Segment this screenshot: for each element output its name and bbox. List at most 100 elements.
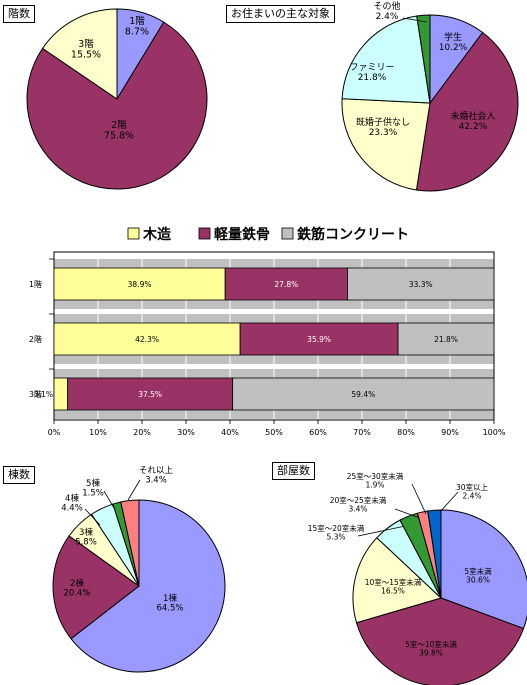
stacked-xtick-label-10: 100% — [483, 428, 506, 437]
stacked-xtick-label-0: 0% — [48, 428, 61, 437]
rooms-pie-slice-1 — [355, 597, 525, 685]
buildings-pie-slice-5 — [120, 499, 140, 587]
residents-pie-slice-1 — [415, 31, 519, 192]
floors-pie-label-0: 1階 — [129, 16, 145, 27]
buildings-pie-value-0: 64.5% — [156, 604, 183, 614]
stacked-bar-label-0-2: 33.3% — [409, 280, 433, 289]
stacked-bar-1-2 — [397, 322, 495, 356]
buildings-pie-leader-line-4 — [103, 490, 115, 509]
stacked-bar-2-0 — [53, 377, 69, 411]
residents-pie-slice-3 — [341, 15, 431, 104]
stacked-bar-label-0-0: 38.9% — [128, 280, 152, 289]
rooms-pie-leader-line-4 — [394, 508, 421, 519]
rooms-pie-value-3: 5.3% — [326, 533, 345, 542]
rooms-pie-leader-line-3 — [357, 524, 411, 537]
rooms-pie-value-1: 39.8% — [419, 649, 443, 658]
rooms-pie-value-5: 1.9% — [365, 481, 384, 490]
floors-chart-title: 階数 — [3, 5, 35, 23]
stacked-xtick-label-7: 70% — [353, 428, 371, 437]
stacked-bar-label-2-1: 37.5% — [138, 390, 162, 399]
buildings-pie-value-5: 3.4% — [145, 476, 167, 486]
stacked-bar-0-1 — [224, 267, 348, 301]
residents-pie-leader-line-4 — [402, 17, 428, 23]
residents-pie-label-2: 既婚子供なし — [356, 116, 410, 128]
floors-pie-value-1: 75.8% — [104, 131, 134, 142]
stacked-bar-label-2-2: 59.4% — [351, 390, 375, 399]
buildings-pie-slice-1 — [52, 535, 140, 640]
stacked-xtick-label-9: 90% — [441, 428, 459, 437]
residents-pie-value-4: 2.4% — [376, 12, 399, 22]
buildings-pie-label-2: 3棟 — [79, 527, 93, 538]
buildings-pie-value-4: 1.5% — [82, 489, 104, 499]
residents-pie-value-0: 10.2% — [439, 43, 468, 53]
buildings-pie-value-2: 5.8% — [75, 538, 97, 548]
floors-pie-label-1: 2階 — [111, 120, 127, 131]
stacked-legend-label-0: 木造 — [142, 226, 171, 243]
floors-pie-slice-2 — [41, 8, 118, 100]
buildings-pie-label-0: 1棟 — [163, 593, 177, 604]
rooms-pie-value-0: 30.6% — [466, 576, 490, 585]
buildings-pie-value-3: 4.4% — [61, 504, 83, 514]
residents-pie-value-3: 21.8% — [358, 73, 387, 83]
buildings-chart-title: 棟数 — [3, 466, 35, 484]
residents-pie-label-4: その他 — [373, 0, 400, 12]
rooms-pie-slice-0 — [440, 509, 527, 630]
rooms-pie-label-5: 25室～30室未満 — [347, 471, 404, 481]
rooms-pie-leader-line-5 — [411, 483, 427, 515]
residents-pie-value-1: 42.2% — [459, 122, 488, 132]
stacked-bar-label-0-1: 27.8% — [274, 280, 298, 289]
stacked-bar-1-0 — [53, 322, 241, 356]
rooms-pie-leader-line-6 — [439, 491, 459, 513]
stacked-legend-swatch-2 — [281, 227, 294, 240]
stacked-xtick-label-2: 20% — [133, 428, 151, 437]
residents-pie-slice-4 — [416, 14, 431, 104]
stacked-bar-2-1 — [67, 377, 234, 411]
stacked-xtick-label-5: 50% — [265, 428, 283, 437]
stacked-legend-label-1: 軽量鉄骨 — [214, 226, 270, 243]
floors-pie-value-0: 8.7% — [125, 27, 149, 38]
residents-pie-value-2: 23.3% — [369, 128, 398, 138]
stacked-legend-label-2: 鉄筋コンクリート — [297, 226, 409, 243]
stacked-xtick-label-6: 60% — [309, 428, 327, 437]
buildings-pie-slice-0 — [70, 499, 226, 673]
buildings-pie-label-1: 2棟 — [70, 578, 84, 589]
residents-pie-label-3: ファミリー — [349, 63, 394, 73]
stacked-bar-label-1-0: 42.3% — [135, 335, 159, 344]
buildings-pie-leader-line-5 — [127, 479, 141, 501]
stacked-category-label-2: 3階 — [29, 389, 42, 399]
rooms-pie-value-4: 3.4% — [348, 505, 367, 514]
rooms-pie-label-1: 5室～10室未満 — [405, 639, 457, 649]
buildings-pie-value-1: 20.4% — [63, 589, 90, 599]
stacked-xtick-label-1: 10% — [89, 428, 107, 437]
stacked-category-label-0: 1階 — [29, 279, 42, 289]
stacked-xtick-label-3: 30% — [177, 428, 195, 437]
rooms-pie-label-4: 20室～25室未満 — [330, 495, 387, 505]
stacked-legend-swatch-0 — [127, 227, 140, 240]
floors-pie-label-2: 3階 — [78, 39, 94, 50]
rooms-pie-label-6: 30室以上 — [456, 482, 489, 492]
rooms-pie-label-3: 15室～20室未満 — [308, 523, 365, 533]
stacked-bar-1-1 — [239, 322, 399, 356]
residents-pie-label-1: 未婚社会人 — [450, 110, 495, 122]
floors-pie-slice-1 — [26, 21, 208, 190]
rooms-pie-value-6: 2.4% — [462, 492, 481, 501]
rooms-pie-label-2: 10室～15室未満 — [365, 577, 422, 587]
floors-pie-value-2: 15.5% — [71, 50, 101, 61]
buildings-pie-leader-line-3 — [84, 508, 101, 526]
stacked-xtick-label-4: 40% — [221, 428, 239, 437]
buildings-pie-label-4: 5棟 — [86, 478, 100, 489]
residents-chart-title: お住まいの主な対象 — [226, 5, 335, 23]
stacked-bar-label-1-2: 21.8% — [434, 335, 458, 344]
residents-pie-label-0: 学生 — [444, 31, 462, 43]
buildings-pie-label-5: それ以上 — [139, 466, 174, 476]
rooms-pie-slice-6 — [427, 509, 442, 599]
stacked-bar-label-1-1: 35.9% — [307, 335, 331, 344]
rooms-pie-label-0: 5室未満 — [464, 566, 492, 576]
residents-pie-slice-2 — [341, 98, 431, 191]
stacked-category-label-1: 2階 — [29, 334, 42, 344]
rooms-pie-slice-2 — [352, 537, 442, 624]
stacked-bar-0-2 — [347, 267, 495, 301]
stacked-bar-0-0 — [53, 267, 226, 301]
stacked-legend-swatch-1 — [198, 227, 211, 240]
